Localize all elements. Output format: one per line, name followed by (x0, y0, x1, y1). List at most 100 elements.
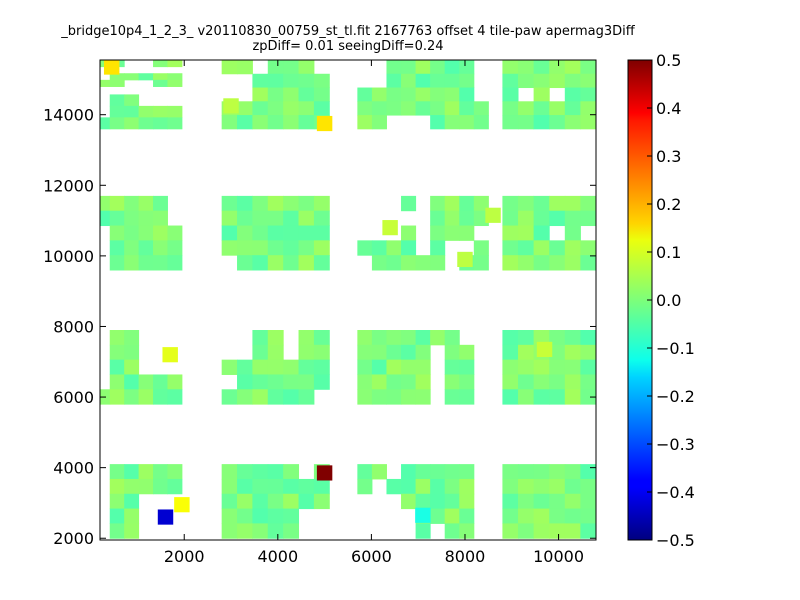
heatmap-cell (221, 523, 238, 539)
heatmap-cell (564, 73, 581, 89)
heatmap-cell (502, 374, 519, 390)
heatmap-cell (283, 359, 300, 375)
heatmap-cell (267, 508, 284, 524)
heatmap-cell (444, 493, 460, 510)
heatmap-cell (371, 359, 387, 375)
heatmap-cell (167, 73, 183, 81)
heatmap-cell (415, 344, 431, 361)
heatmap-cell (371, 101, 387, 116)
heatmap-cell (401, 344, 417, 361)
heatmap-cell (221, 210, 238, 227)
heatmap-cell (357, 87, 373, 102)
heatmap-cell (459, 523, 475, 539)
heatmap-cell (252, 240, 269, 256)
colorbar-tick-label: 0.2 (656, 195, 681, 214)
heatmap-cell (124, 240, 140, 256)
heatmap-cell (153, 389, 168, 405)
heatmap-cell (371, 344, 387, 361)
heatmap-cell (283, 60, 300, 75)
heatmap-cell (167, 79, 183, 87)
heatmap-cell (167, 374, 183, 390)
heatmap-cell (564, 389, 581, 405)
heatmap-cell (401, 493, 417, 510)
heatmap-cell (386, 330, 402, 346)
y-tick-label: 6000 (53, 388, 94, 407)
heatmap-cell (237, 359, 253, 375)
heatmap-cell (371, 240, 387, 256)
heatmap-cell (283, 464, 300, 480)
heatmap-cell (138, 210, 154, 227)
heatmap-cell (371, 464, 387, 480)
heatmap-cell (313, 344, 330, 361)
heatmap-cell (267, 464, 284, 480)
heatmap-cell (459, 73, 475, 89)
heatmap-cell (124, 508, 140, 524)
heatmap-cell (267, 374, 284, 390)
heatmap-cell (401, 389, 417, 405)
heatmap-cell (313, 255, 330, 271)
heatmap-cell (252, 87, 269, 102)
heatmap-cell (549, 493, 566, 510)
heatmap-cell (298, 389, 315, 405)
heatmap-cell (459, 225, 475, 241)
heatmap-cell (518, 508, 535, 524)
heatmap-cell (237, 374, 253, 390)
heatmap-cell (549, 523, 566, 539)
heatmap-cell (124, 344, 140, 361)
heatmap-cell (298, 73, 315, 89)
heatmap-cell (518, 359, 535, 375)
heatmap-cell (533, 225, 550, 241)
heatmap-cell (267, 523, 284, 539)
heatmap-cell (298, 101, 315, 116)
heatmap-cell (237, 101, 253, 116)
heatmap-cell (401, 195, 417, 212)
heatmap-cell (298, 330, 315, 346)
heatmap-cell (283, 225, 300, 241)
heatmap-cell (283, 210, 300, 227)
heatmap-cell (298, 87, 315, 102)
heatmap-cell (267, 240, 284, 256)
heatmap-cell (357, 344, 373, 361)
heatmap-cell (153, 374, 168, 390)
heatmap-cell (167, 464, 183, 480)
heatmap-cell (459, 101, 475, 116)
heatmap-cell (109, 508, 125, 524)
heatmap-cell (283, 508, 300, 524)
heatmap-cell (533, 115, 550, 130)
heatmap-cell (138, 240, 154, 256)
heatmap-cell (124, 105, 140, 118)
heatmap-cell (401, 255, 417, 271)
heatmap-cell (153, 60, 168, 68)
heatmap-cell (153, 117, 168, 130)
heatmap-cell (533, 240, 550, 256)
heatmap-cell (518, 493, 535, 510)
heatmap-cell (459, 478, 475, 495)
heatmap-cell (109, 94, 125, 107)
heatmap-cell (313, 374, 330, 390)
heatmap-cell (153, 240, 168, 256)
heatmap-cell (580, 115, 596, 130)
heatmap-cell (252, 508, 269, 524)
chart-subtitle: zpDiff= 0.01 seeingDiff=0.24 (252, 39, 444, 54)
heatmap-outlier-cell (536, 341, 553, 357)
heatmap-cell (444, 344, 460, 361)
heatmap-cell (518, 115, 535, 130)
heatmap-cell (298, 210, 315, 227)
heatmap-cell (167, 105, 183, 118)
heatmap-cell (473, 115, 489, 130)
heatmap-cell (237, 210, 253, 227)
heatmap-cell (386, 240, 402, 256)
heatmap-cell (267, 60, 284, 75)
heatmap-cell (415, 87, 431, 102)
heatmap-cell (138, 105, 154, 118)
y-tick-label: 14000 (43, 106, 94, 125)
heatmap-cell (401, 374, 417, 390)
heatmap-cell (518, 210, 535, 227)
heatmap-cell (371, 115, 387, 130)
colorbar-tick-label: −0.2 (656, 387, 695, 406)
heatmap-cell (371, 330, 387, 346)
heatmap-cell (549, 464, 566, 480)
heatmap-cell (564, 344, 581, 361)
heatmap-cell (371, 374, 387, 390)
